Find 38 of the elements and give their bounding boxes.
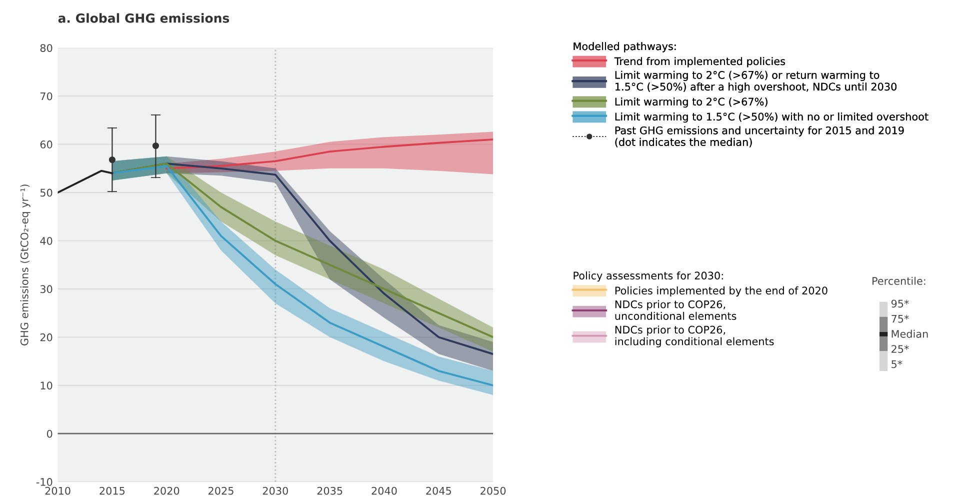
y-tick-label: 80	[40, 44, 52, 52]
x-tick-label: 2035	[317, 486, 342, 495]
y-tick-label: 50	[40, 188, 52, 197]
y-axis-title: GHG emissions (GtCO₂-eq yr⁻¹)	[20, 184, 30, 346]
x-tick-label: 2030	[262, 486, 288, 495]
legend-title: Modelled pathways:	[574, 42, 676, 52]
text: Policy assessments for 2030:	[574, 271, 723, 282]
legend-label: NDCs prior to COP26, including conditional elements	[615, 326, 774, 348]
legend-label: Past GHG emissions and uncertainty for 2015 and 2019 (dot indicates the median)	[615, 126, 904, 148]
x-tick-label: 2010	[45, 486, 70, 495]
text: Median	[892, 330, 928, 338]
legend-label: Limit warming to 2°C (>67%)	[615, 98, 768, 108]
legend-label: Limit warming to 2°C (>67%) or return warming to 1.5°C (>50%) after a high overshoot, NDCs until 2030	[615, 70, 896, 93]
x-tick-label: 2025	[208, 486, 234, 495]
y-tick-label: 10	[40, 382, 52, 390]
legend-label: Policies implemented by the end of 2020	[615, 286, 828, 297]
y-tick-label: 40	[40, 236, 52, 245]
y-tick-label: 60	[40, 140, 52, 148]
text: 25*	[892, 345, 909, 353]
legend-label: NDCs prior to COP26, unconditional elements	[615, 300, 736, 320]
line-series	[166, 138, 494, 170]
text: 95*	[891, 300, 909, 308]
x-tick-label: 2015	[100, 486, 125, 495]
legend-label: Trend from implemented policies	[614, 57, 786, 68]
x-tick-label: 2045	[426, 486, 451, 495]
text: 5*	[892, 360, 902, 368]
x-tick-label: 2040	[372, 486, 397, 495]
y-tick-label: -10	[36, 478, 52, 486]
y-tick-label: 30	[40, 285, 52, 294]
chart-title: a. Global GHG emissions	[58, 13, 230, 23]
y-tick-label: 20	[40, 333, 52, 342]
text: 75*	[892, 314, 909, 323]
legend-label: Limit warming to 1.5°C (>50%) with no or limited overshoot	[615, 112, 928, 123]
y-tick-label: 70	[40, 92, 52, 100]
y-tick-label: 0	[46, 430, 52, 438]
x-tick-label: 2020	[154, 486, 180, 495]
text: Percentile:	[872, 276, 926, 285]
x-tick-label: 2050	[480, 486, 506, 495]
